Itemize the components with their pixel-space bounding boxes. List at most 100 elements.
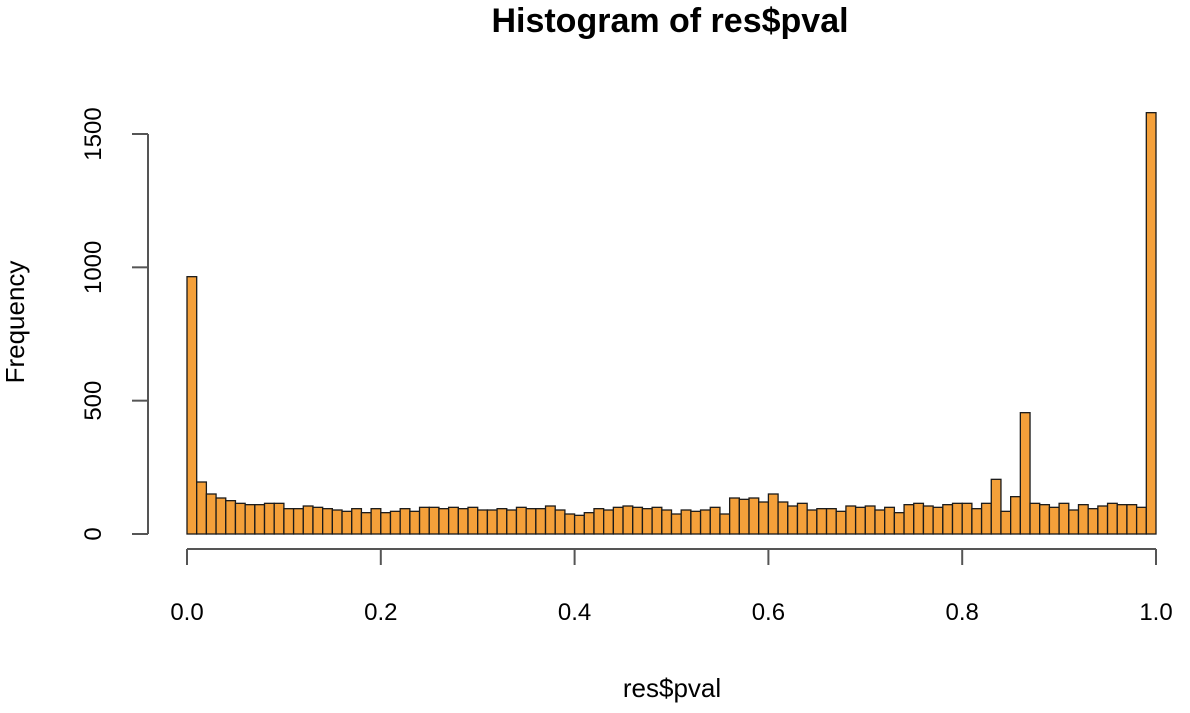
histogram-bars [186, 112, 1157, 535]
histogram-bar [1010, 496, 1021, 535]
histogram-bar [864, 505, 876, 535]
histogram-bar [1077, 504, 1089, 535]
histogram-bar [777, 501, 789, 535]
histogram-bar [603, 509, 615, 535]
histogram-bar [951, 502, 963, 535]
histogram-bar [719, 513, 731, 535]
histogram-bar [709, 506, 721, 535]
histogram-bar [186, 276, 198, 535]
histogram-bar [758, 501, 770, 535]
histogram-bar [496, 508, 508, 535]
histogram-bar [971, 508, 983, 535]
histogram-bar [1068, 509, 1080, 535]
histogram-bar [661, 509, 673, 535]
histogram-bar [583, 512, 595, 535]
histogram-bar [234, 502, 246, 535]
histogram-bar [409, 510, 421, 535]
histogram-bar [690, 510, 702, 535]
histogram-bar [1058, 502, 1070, 535]
histogram-bar [903, 504, 915, 535]
histogram-bar [254, 504, 266, 535]
y-tick-label: 500 [80, 381, 107, 421]
x-tick-label: 0.2 [364, 599, 397, 626]
histogram-bar [884, 506, 896, 535]
histogram-bar [554, 509, 566, 535]
histogram-bar [632, 506, 644, 535]
histogram-bar [292, 508, 304, 535]
histogram-bar [457, 508, 469, 535]
chart-title: Histogram of res$pval [491, 2, 848, 40]
histogram-bar [1106, 502, 1118, 535]
histogram-bar [593, 508, 605, 535]
histogram-bar [651, 506, 663, 535]
histogram-bar [312, 506, 324, 535]
histogram-bar [893, 512, 905, 535]
x-tick-label: 0.8 [946, 599, 979, 626]
histogram-bar [506, 509, 518, 535]
histogram-bar [641, 508, 653, 535]
histogram-bar [380, 512, 392, 535]
histogram-bar [351, 508, 363, 535]
histogram-bar [1126, 504, 1138, 535]
histogram-bar [699, 509, 711, 535]
histogram-bar [564, 513, 576, 535]
histogram-bar [225, 500, 237, 535]
histogram-bar [796, 502, 808, 535]
y-tick-label: 0 [80, 527, 107, 540]
histogram-bar [389, 510, 401, 535]
histogram-bar [399, 508, 411, 535]
histogram-bar [1145, 112, 1157, 535]
histogram-bar [913, 502, 925, 535]
histogram-bar [428, 506, 440, 535]
histogram-bar [787, 505, 799, 535]
histogram-bar [447, 506, 459, 535]
histogram-bar [1048, 506, 1060, 535]
histogram-bar [990, 478, 1002, 535]
histogram-bar [738, 498, 750, 535]
histogram-bar [196, 481, 208, 535]
histogram-bar [1135, 506, 1147, 535]
x-tick-label: 1.0 [1139, 599, 1172, 626]
histogram-bar [535, 508, 547, 535]
histogram-bar [244, 504, 256, 535]
histogram-bar [1087, 508, 1099, 535]
histogram-bar [874, 509, 886, 535]
y-tick-label: 1500 [80, 107, 107, 160]
histogram-bar [263, 502, 275, 535]
histogram-bar [1019, 412, 1031, 535]
histogram-bar [1116, 504, 1128, 535]
histogram-bar [477, 509, 489, 535]
histogram-bar [544, 505, 556, 535]
histogram-bar [525, 508, 537, 535]
histogram-bar [322, 508, 334, 535]
histogram-bar [922, 505, 934, 535]
x-axis-label: res$pval [623, 673, 721, 703]
histogram-bar [748, 497, 760, 535]
histogram-bar [612, 506, 624, 535]
y-axis: 0 500 1000 1500 [80, 107, 149, 541]
histogram-bar [341, 510, 353, 535]
histogram-bar [418, 506, 430, 535]
histogram-bar [728, 497, 740, 535]
histogram-bar [767, 493, 779, 535]
histogram-bar [845, 505, 857, 535]
histogram-bar [215, 497, 227, 535]
x-tick-label: 0.4 [558, 599, 591, 626]
histogram-bar [515, 506, 527, 535]
x-axis: 0.0 0.2 0.4 0.6 0.8 1.0 [170, 548, 1173, 626]
histogram-bar [1000, 510, 1012, 535]
histogram-bar [835, 510, 847, 535]
histogram-bar [932, 506, 944, 535]
x-tick-label: 0.0 [170, 599, 203, 626]
histogram-bar [854, 506, 866, 535]
histogram-bar [942, 504, 954, 535]
histogram-bar [680, 509, 692, 535]
histogram-bar [283, 508, 295, 535]
histogram-bar [1029, 502, 1041, 535]
histogram-bar [1039, 504, 1051, 535]
histogram-bar [302, 505, 314, 535]
histogram-bar [467, 506, 479, 535]
histogram-bar [573, 514, 585, 535]
histogram-bar [273, 502, 285, 535]
